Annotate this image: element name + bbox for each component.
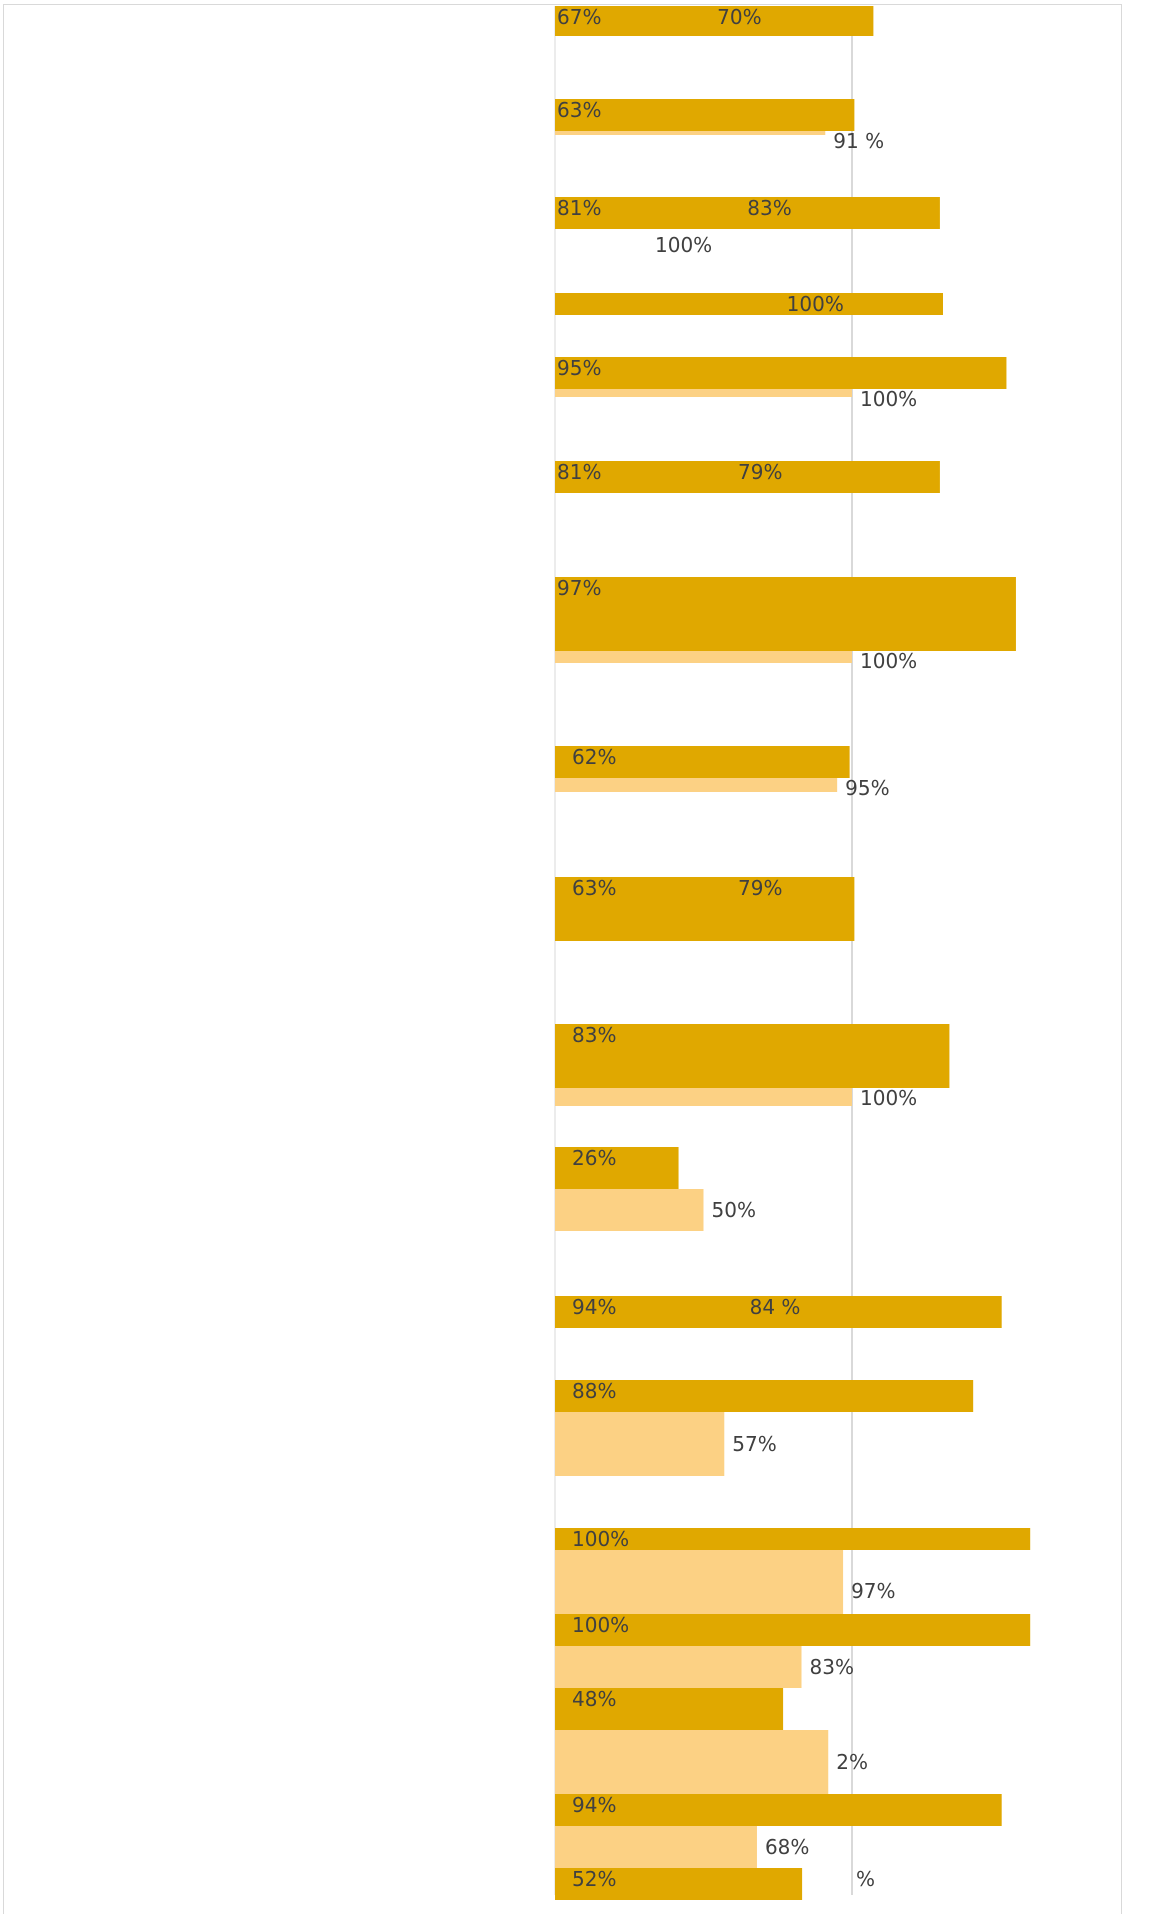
data-label-series-1: 67% [557, 5, 601, 29]
data-label-series-2: 68% [765, 1835, 809, 1859]
data-label-series-2: 84 % [750, 1295, 801, 1319]
bar-series-1 [555, 1147, 679, 1189]
bar-series-1 [555, 461, 940, 493]
bar-series-1 [555, 1868, 803, 1900]
bar-series-1 [555, 577, 1016, 651]
data-label-series-2: 2% [836, 1750, 868, 1774]
bar-series-2 [555, 651, 852, 663]
data-label-series-1: 97% [557, 576, 601, 600]
bar-series-2 [555, 1189, 704, 1231]
bar-series-1 [555, 1688, 784, 1730]
bar-series-1 [555, 1380, 974, 1412]
data-label-series-2: 79% [738, 460, 782, 484]
data-label-series-1: 81% [557, 460, 601, 484]
data-label-series-2: 100% [860, 649, 917, 673]
data-label-series-2: % [856, 1867, 875, 1891]
data-label-series-2: 57% [732, 1432, 776, 1456]
data-label-series-1: 63% [557, 98, 601, 122]
data-label-series-2: 83% [810, 1655, 854, 1679]
bar-series-1 [555, 1614, 1031, 1646]
data-label-series-2: 83% [747, 196, 791, 220]
data-label-extra: 100% [655, 233, 712, 257]
data-label-series-2: 97% [851, 1579, 895, 1603]
bar-series-1 [555, 746, 850, 778]
data-label-series-1: 100% [572, 1527, 629, 1551]
data-label-series-1: 95% [557, 356, 601, 380]
bar-series-1 [555, 1296, 1002, 1328]
bar-series-1 [555, 293, 943, 315]
data-label-series-1: 100% [572, 1613, 629, 1637]
data-label-series-1: 94% [572, 1793, 616, 1817]
bar-series-2 [555, 131, 826, 135]
data-label-series-1: 62% [572, 745, 616, 769]
chart-frame [3, 4, 1122, 1914]
data-label-series-1: 83% [572, 1023, 616, 1047]
bar-series-2 [555, 1088, 852, 1106]
data-label-series-2: 95% [845, 776, 889, 800]
bar-series-1 [555, 1024, 950, 1088]
bar-series-1 [555, 877, 855, 941]
bar-series-2 [555, 1646, 802, 1688]
bar-series-2 [555, 389, 852, 397]
data-label-series-2: 50% [712, 1198, 756, 1222]
bar-series-1 [555, 197, 940, 229]
data-label-series-2: 70% [717, 5, 761, 29]
data-label-series-2: 100% [860, 1086, 917, 1110]
bar-series-2 [555, 1826, 757, 1868]
data-label-series-1: 81% [557, 196, 601, 220]
data-label-series-1: 94% [572, 1295, 616, 1319]
data-label-series-1: 63% [572, 876, 616, 900]
data-label-series-1: 26% [572, 1146, 616, 1170]
bar-series-1 [555, 1794, 1002, 1826]
data-label-series-1: 48% [572, 1687, 616, 1711]
data-label-series-2: 100% [787, 292, 844, 316]
bar-series-1 [555, 6, 874, 36]
bar-series-2 [555, 778, 838, 792]
data-label-series-1: 88% [572, 1379, 616, 1403]
bar-series-1 [555, 99, 855, 131]
data-label-series-1: 52% [572, 1867, 616, 1891]
bar-series-2 [555, 1730, 829, 1794]
bar-series-1 [555, 357, 1007, 389]
data-label-series-2: 91 % [833, 129, 884, 153]
data-label-series-2: 79% [738, 876, 782, 900]
bar-series-2 [555, 1412, 725, 1476]
bar-series-1 [555, 1528, 1031, 1550]
data-label-series-2: 100% [860, 387, 917, 411]
